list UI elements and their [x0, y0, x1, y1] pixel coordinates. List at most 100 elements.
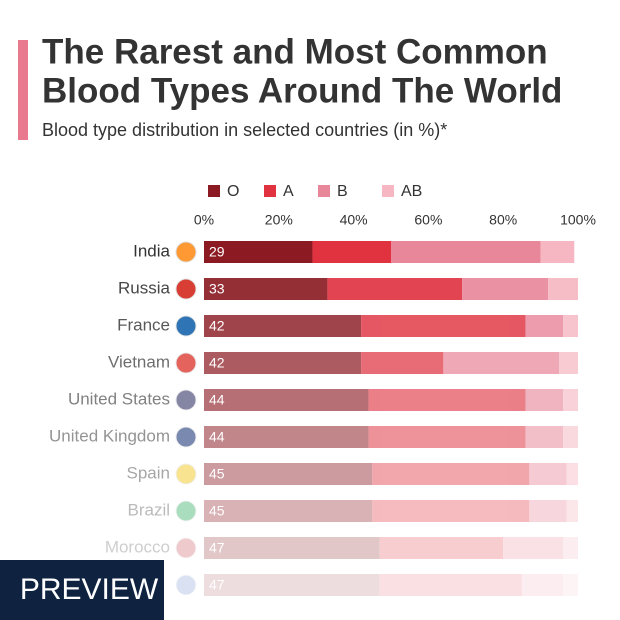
chart-subtitle: Blood type distribution in selected coun…: [42, 120, 447, 140]
row: Russia 33: [118, 278, 578, 300]
x-tick-label: 0%: [194, 212, 214, 228]
chart-title: The Rarest and Most Common: [42, 32, 548, 71]
bar-segment: [204, 426, 369, 448]
bar-segment: [529, 463, 567, 485]
bar-segment: [566, 463, 578, 485]
bar-segment: [503, 537, 564, 559]
row: India 29: [133, 241, 575, 263]
bar-segment: [563, 389, 578, 411]
row: 47: [175, 574, 578, 596]
value-label: 47: [209, 577, 225, 593]
bar-segment: [563, 537, 578, 559]
bar-segment: [327, 278, 463, 300]
bar-segment: [462, 278, 549, 300]
row: United States 44: [68, 389, 578, 411]
bar-segment: [443, 352, 560, 374]
preview-text: PREVIEW: [20, 573, 159, 606]
bar-segment: [525, 426, 564, 448]
value-label: 42: [209, 355, 225, 371]
bar-segment: [563, 574, 578, 596]
bar-segment: [391, 241, 541, 263]
flag-icon: [175, 278, 197, 300]
x-tick-label: 80%: [489, 212, 517, 228]
bar-segment: [372, 500, 530, 522]
flag-icon: [175, 241, 197, 263]
bar-segment: [204, 537, 380, 559]
row: Brazil 45: [127, 500, 578, 522]
flag-icon: [175, 463, 197, 485]
y-tick-label: United States: [68, 389, 170, 408]
row: France 42: [117, 315, 578, 337]
bar-segment: [529, 500, 567, 522]
bar-segment: [204, 500, 373, 522]
flag-icon: [175, 426, 197, 448]
bar-segment: [525, 315, 564, 337]
y-tick-label: Morocco: [105, 537, 170, 556]
row: United Kingdom 44: [49, 426, 578, 448]
bar-segment: [379, 574, 522, 596]
x-tick-label: 60%: [414, 212, 442, 228]
bar-segment: [563, 315, 578, 337]
value-label: 29: [209, 244, 225, 260]
bar-segment: [548, 278, 578, 300]
value-label: 47: [209, 540, 225, 556]
bar-segment: [540, 241, 575, 263]
legend-swatch: [264, 185, 276, 197]
row: Vietnam 42: [108, 352, 578, 374]
value-label: 44: [209, 392, 225, 408]
y-tick-label: United Kingdom: [49, 426, 170, 445]
flag-icon: [175, 315, 197, 337]
y-tick-label: France: [117, 315, 170, 334]
value-label: 33: [209, 281, 225, 297]
x-tick-label: 40%: [340, 212, 368, 228]
bar-segment: [566, 500, 578, 522]
legend-label: O: [227, 183, 239, 200]
bar-segment: [312, 241, 391, 263]
flag-icon: [175, 574, 197, 596]
legend-label: B: [337, 183, 348, 200]
legend-swatch: [318, 185, 330, 197]
legend-swatch: [382, 185, 394, 197]
bar-segment: [521, 574, 564, 596]
bar-segment: [372, 463, 530, 485]
row: Spain 45: [127, 463, 578, 485]
value-label: 44: [209, 429, 225, 445]
flag-icon: [175, 352, 197, 374]
bar-segment: [204, 278, 328, 300]
y-tick-label: India: [133, 241, 170, 260]
bar-segment: [368, 389, 526, 411]
bar-segment: [361, 352, 444, 374]
value-label: 42: [209, 318, 225, 334]
x-tick-label: 20%: [265, 212, 293, 228]
flag-icon: [175, 389, 197, 411]
bar-segment: [204, 241, 313, 263]
bar-segment: [563, 426, 578, 448]
chart-title: Blood Types Around The World: [42, 71, 562, 110]
value-label: 45: [209, 466, 225, 482]
bar-segment: [361, 315, 526, 337]
bar-segment: [204, 352, 362, 374]
bar-segment: [379, 537, 504, 559]
flag-icon: [175, 500, 197, 522]
bar-segment: [204, 389, 369, 411]
value-label: 45: [209, 503, 225, 519]
flag-icon: [175, 537, 197, 559]
preview-banner: [0, 560, 164, 620]
y-tick-label: Spain: [127, 463, 170, 482]
y-tick-label: Russia: [118, 278, 171, 297]
bar-segment: [204, 574, 380, 596]
title-accent: [18, 40, 28, 140]
bar-segment: [368, 426, 526, 448]
row: Morocco 47: [105, 537, 578, 559]
legend-label: AB: [401, 183, 422, 200]
x-tick-label: 100%: [560, 212, 596, 228]
bar-segment: [204, 315, 362, 337]
bar-segment: [559, 352, 578, 374]
y-tick-label: Brazil: [127, 500, 170, 519]
y-tick-label: Vietnam: [108, 352, 170, 371]
legend-swatch: [208, 185, 220, 197]
bar-segment: [204, 463, 373, 485]
legend-label: A: [283, 183, 294, 200]
